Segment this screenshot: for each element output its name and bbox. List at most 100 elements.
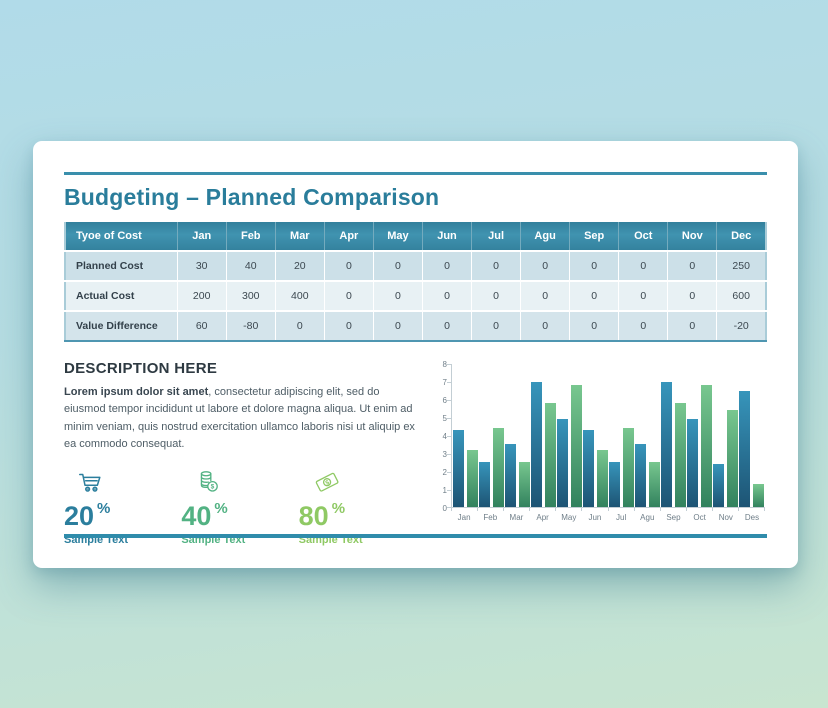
bar-group-Nov (713, 364, 739, 507)
bar-group-Feb (478, 364, 504, 507)
table-cell: 0 (373, 250, 423, 281)
bar-group-Jun (582, 364, 608, 507)
bar-green-Mar (518, 462, 530, 507)
table-cell: 300 (226, 280, 276, 311)
x-tick-mark (607, 507, 609, 511)
table-cell: 40 (226, 250, 276, 281)
svg-text:$: $ (324, 478, 331, 486)
y-tick-mark (447, 382, 452, 383)
x-tick-mark (711, 507, 713, 511)
bar-green-Apr (544, 403, 556, 507)
bar-group-Sep (661, 364, 687, 507)
y-tick-label: 7 (442, 377, 447, 387)
row-label: Actual Cost (65, 280, 178, 311)
percent-sign: % (331, 499, 346, 517)
description-lead: Lorem ipsum dolor sit amet (64, 386, 209, 398)
table-cell: -20 (716, 310, 767, 341)
y-tick-mark (447, 490, 452, 491)
y-tick-label: 6 (442, 395, 447, 405)
bar-blue-Nov (713, 464, 725, 507)
table-cell: 0 (373, 280, 423, 311)
y-tick-mark (447, 364, 452, 365)
bar-blue-Des (739, 390, 751, 507)
bar-blue-Sep (661, 381, 673, 507)
slide-content: Budgeting – Planned Comparison Tyoe of C… (33, 141, 798, 568)
x-tick-mark (451, 507, 452, 511)
table-cell: 0 (618, 280, 669, 311)
table-cell: 400 (275, 280, 325, 311)
bar-green-Jun (596, 449, 608, 507)
table-cell: 0 (324, 280, 374, 311)
bar-group-Jan (452, 364, 478, 507)
table-row: Value Difference 60 -80 0 0 0 0 0 0 0 0 0 -20 (65, 310, 767, 341)
table-header-cell: Oct (618, 222, 669, 251)
table-cell: 60 (177, 310, 227, 341)
x-tick-label: Nov (718, 513, 733, 522)
y-tick-label: 3 (442, 449, 447, 459)
chart-canvas: 0 1 2 3 4 5 6 7 8 Jan Feb Mar Apr May Jun Jul Agu Sep Oct… (436, 360, 767, 526)
table-cell: 30 (177, 250, 227, 281)
budget-table-header: Tyoe of Cost Jan Feb Mar Apr May Jun Jul Agu Sep O… (65, 222, 766, 251)
bar-green-Nov (727, 410, 739, 507)
table-header-cell: May (373, 222, 423, 251)
x-tick-label: Jul (616, 513, 627, 522)
table-cell: 0 (422, 250, 473, 281)
table-header-cell: Jul (471, 222, 522, 251)
table-cell: 0 (324, 310, 374, 341)
table-cell: 20 (275, 250, 325, 281)
table-cell: 0 (667, 280, 718, 311)
bar-green-Jan (466, 449, 478, 507)
y-tick-label: 2 (442, 467, 447, 477)
bar-green-Sep (675, 403, 687, 507)
y-tick-label: 1 (442, 485, 447, 495)
description-heading: DESCRIPTION HERE (64, 360, 218, 377)
bar-group-Mar (504, 364, 530, 507)
table-cell: 0 (520, 250, 571, 281)
y-tick-mark (447, 418, 452, 419)
y-tick-label: 0 (442, 503, 447, 513)
bar-chart: 0 1 2 3 4 5 6 7 8 Jan Feb Mar Apr May Jun Jul Agu Sep Oct… (436, 360, 767, 546)
table-cell: -80 (226, 310, 276, 341)
bar-blue-Oct (687, 419, 699, 507)
stat-value: 20% (64, 499, 111, 531)
table-row: Planned Cost 30 40 20 0 0 0 0 0 0 0 0 250 (65, 250, 767, 281)
y-tick-label: 8 (442, 359, 447, 369)
bar-green-Jul (623, 428, 634, 507)
y-tick-mark (447, 507, 452, 508)
table-cell: 0 (618, 250, 669, 281)
bar-group-May (556, 364, 582, 507)
table-header-cell: Jun (422, 222, 473, 251)
table-cell: 0 (569, 310, 620, 341)
x-tick-label: Apr (536, 513, 549, 522)
bar-group-Agu (635, 364, 661, 507)
table-cell: 200 (177, 280, 227, 311)
description-text: Lorem ipsum dolor sit amet, consectetur … (64, 384, 416, 454)
table-cell: 0 (324, 250, 374, 281)
bar-blue-Jan (452, 430, 464, 507)
x-tick-label: May (561, 513, 577, 522)
row-label: Value Difference (65, 310, 178, 341)
top-divider (64, 172, 767, 175)
bar-blue-Mar (504, 444, 516, 507)
description-block: DESCRIPTION HERE Lorem ipsum dolor sit a… (64, 360, 416, 546)
x-tick-mark (581, 507, 583, 511)
bar-group-Oct (687, 364, 713, 507)
table-cell: 0 (373, 310, 423, 341)
row-label: Planned Cost (65, 250, 178, 281)
stat-value: 40% (181, 499, 228, 531)
percent-sign: % (214, 499, 228, 517)
svg-text:$: $ (211, 483, 215, 490)
bar-group-Jul (609, 364, 634, 507)
y-tick-mark (447, 400, 452, 401)
table-cell: 0 (618, 310, 669, 341)
table-header-cell: Apr (324, 222, 374, 251)
table-header-cell: Dec (716, 222, 766, 251)
bar-green-Des (753, 483, 765, 507)
y-tick-mark (447, 436, 452, 437)
bar-blue-Agu (635, 444, 647, 507)
budget-table: Tyoe of Cost Jan Feb Mar Apr May Jun Jul Agu Sep O… (64, 222, 767, 342)
table-cell: 0 (422, 280, 473, 311)
x-tick-mark (659, 507, 661, 511)
table-cell: 0 (520, 280, 571, 311)
x-tick-mark (685, 507, 687, 511)
